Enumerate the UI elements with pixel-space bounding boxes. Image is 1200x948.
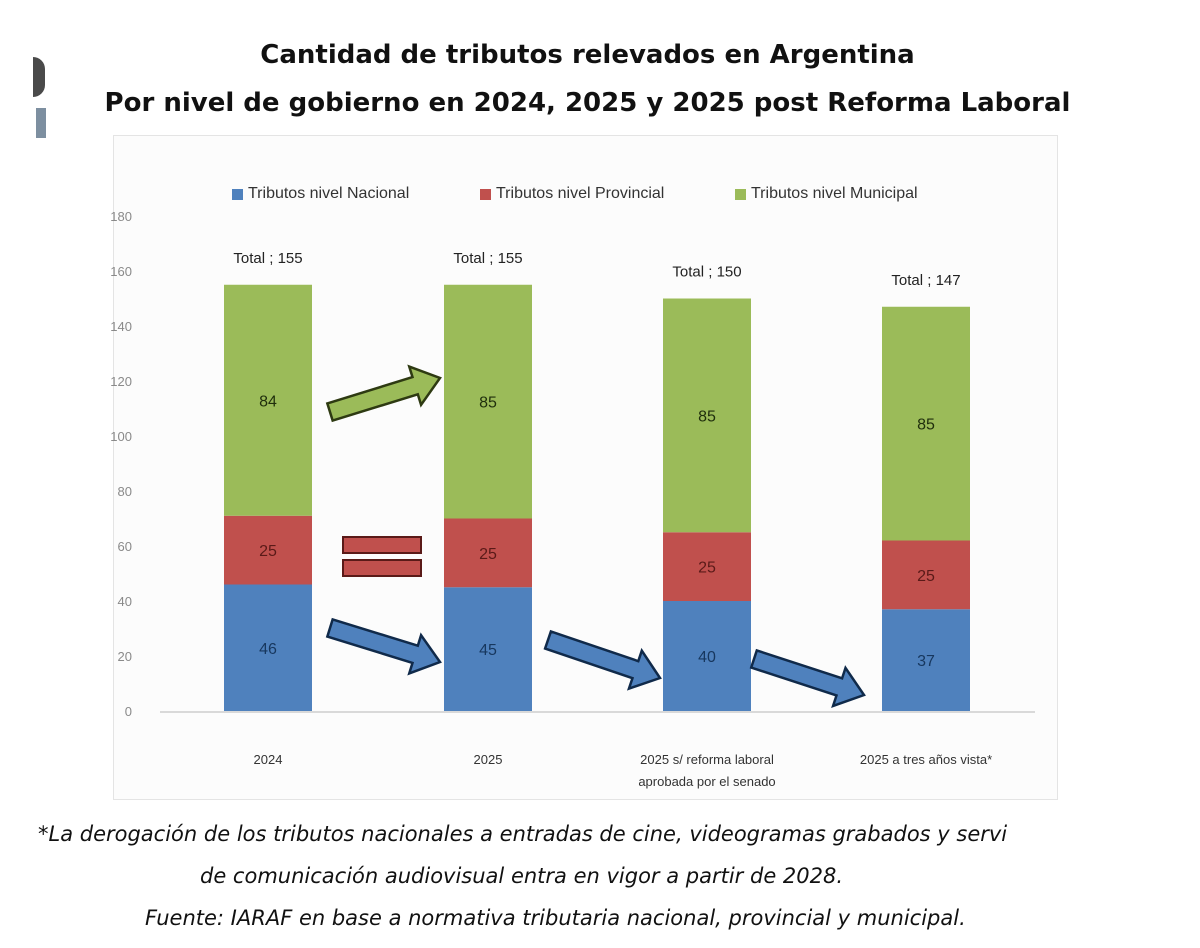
decrease-arrow-icon	[749, 648, 866, 708]
data-label: 85	[917, 417, 935, 434]
data-label: 85	[698, 408, 716, 425]
legend-swatch-nacional	[232, 188, 243, 200]
legend-item-provincial: Tributos nivel Provincial	[480, 185, 664, 203]
y-tick-label: 140	[110, 319, 132, 334]
legend-label: Tributos nivel Provincial	[496, 185, 665, 202]
y-tick-label: 180	[110, 209, 132, 224]
cropped-side-element	[36, 108, 46, 138]
data-label: 37	[917, 653, 935, 670]
decrease-arrow-icon	[543, 629, 662, 691]
legend: Tributos nivel Nacional Tributos nivel P…	[0, 185, 1200, 209]
data-label: 25	[259, 543, 277, 560]
x-category-label: 2025	[474, 752, 503, 767]
bar-segment-provincial	[663, 532, 751, 601]
data-label: 85	[479, 395, 497, 412]
y-tick-label: 0	[125, 704, 132, 719]
legend-swatch-municipal	[735, 188, 746, 200]
bar-segment-municipal	[444, 284, 532, 519]
equals-sign-icon	[342, 536, 422, 554]
bar-segment-provincial	[882, 540, 970, 610]
y-tick-label: 80	[118, 484, 132, 499]
equals-sign-icon	[342, 559, 422, 577]
bar-segment-provincial	[224, 515, 312, 585]
x-category-label: 2025 a tres años vista*	[860, 752, 992, 767]
footnote-source: Fuente: IARAF en base a normativa tribut…	[145, 906, 966, 930]
y-tick-label: 20	[118, 649, 132, 664]
cropped-side-element	[33, 57, 45, 97]
bar-segment-nacional	[444, 587, 532, 711]
x-category-label: 2024	[254, 752, 283, 767]
decrease-arrow-icon	[325, 617, 442, 676]
y-tick-label: 160	[110, 264, 132, 279]
chart-subtitle: Por nivel de gobierno en 2024, 2025 y 20…	[104, 88, 1071, 118]
data-label: 45	[479, 642, 497, 659]
data-label: 25	[917, 568, 935, 585]
total-label: Total ; 155	[233, 250, 302, 267]
data-label: 25	[479, 546, 497, 563]
legend-swatch-provincial	[480, 188, 491, 200]
x-category-label: aprobada por el senado	[638, 774, 775, 789]
legend-item-nacional: Tributos nivel Nacional	[232, 185, 409, 203]
x-category-label: 2025 s/ reforma laboral	[640, 752, 774, 767]
y-tick-label: 60	[118, 539, 132, 554]
chart-title: Cantidad de tributos relevados en Argent…	[260, 40, 915, 70]
bar-segment-nacional	[882, 609, 970, 711]
increase-arrow-icon	[325, 364, 442, 423]
data-label: 84	[259, 393, 277, 410]
total-label: Total ; 150	[672, 264, 741, 281]
bar-segment-nacional	[224, 584, 312, 711]
bar-segment-municipal	[224, 284, 312, 516]
bar-segment-municipal	[882, 306, 970, 541]
footnote-2: de comunicación audiovisual entra en vig…	[200, 864, 844, 888]
bar-segment-provincial	[444, 518, 532, 588]
footnote-1: *La derogación de los tributos nacionale…	[38, 822, 1008, 846]
data-label: 25	[698, 560, 716, 577]
data-label: 46	[259, 641, 277, 658]
legend-label: Tributos nivel Municipal	[751, 185, 918, 202]
total-label: Total ; 147	[891, 272, 960, 289]
bar-segment-nacional	[663, 601, 751, 711]
legend-item-municipal: Tributos nivel Municipal	[735, 185, 918, 203]
total-label: Total ; 155	[453, 250, 522, 267]
legend-label: Tributos nivel Nacional	[248, 185, 410, 202]
y-tick-label: 120	[110, 374, 132, 389]
y-tick-label: 100	[110, 429, 132, 444]
y-tick-label: 40	[118, 594, 132, 609]
data-label: 40	[698, 649, 716, 666]
bar-segment-municipal	[663, 298, 751, 533]
